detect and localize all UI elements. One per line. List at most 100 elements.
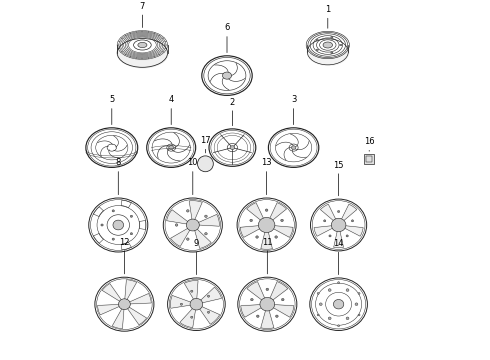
- Text: 2: 2: [230, 98, 235, 107]
- Ellipse shape: [204, 167, 206, 168]
- Ellipse shape: [187, 210, 189, 212]
- Polygon shape: [320, 204, 339, 225]
- Text: 10: 10: [188, 158, 198, 167]
- Polygon shape: [240, 225, 267, 237]
- Polygon shape: [268, 282, 288, 304]
- Polygon shape: [171, 228, 190, 246]
- Polygon shape: [247, 282, 268, 304]
- Ellipse shape: [175, 224, 178, 226]
- Ellipse shape: [316, 49, 318, 50]
- Polygon shape: [246, 203, 267, 225]
- Ellipse shape: [180, 303, 183, 305]
- Ellipse shape: [250, 219, 252, 222]
- Ellipse shape: [275, 236, 277, 238]
- Ellipse shape: [205, 233, 207, 235]
- Text: 7: 7: [140, 2, 145, 11]
- Ellipse shape: [130, 233, 133, 235]
- Polygon shape: [268, 304, 294, 317]
- Text: 14: 14: [333, 239, 344, 248]
- Text: 9: 9: [194, 239, 199, 248]
- Ellipse shape: [317, 314, 319, 316]
- Ellipse shape: [266, 288, 269, 291]
- Text: 1: 1: [325, 5, 330, 14]
- Ellipse shape: [191, 316, 193, 318]
- Ellipse shape: [331, 52, 333, 54]
- Ellipse shape: [204, 159, 206, 161]
- Ellipse shape: [316, 40, 318, 41]
- Polygon shape: [125, 280, 137, 300]
- Text: 6: 6: [224, 23, 230, 32]
- Text: 12: 12: [119, 238, 130, 247]
- Ellipse shape: [328, 289, 331, 291]
- Ellipse shape: [331, 36, 333, 38]
- Ellipse shape: [222, 72, 232, 79]
- Polygon shape: [180, 308, 196, 328]
- Ellipse shape: [338, 282, 340, 284]
- Text: 16: 16: [364, 137, 374, 146]
- Polygon shape: [98, 305, 120, 315]
- Polygon shape: [267, 203, 287, 225]
- Text: 15: 15: [333, 161, 344, 170]
- Ellipse shape: [323, 42, 333, 48]
- Polygon shape: [102, 284, 122, 301]
- Polygon shape: [167, 210, 188, 224]
- Ellipse shape: [201, 163, 202, 165]
- Polygon shape: [314, 225, 339, 236]
- Ellipse shape: [351, 220, 354, 222]
- Polygon shape: [267, 225, 293, 237]
- Polygon shape: [199, 306, 220, 324]
- Polygon shape: [334, 225, 343, 248]
- Text: 8: 8: [116, 158, 121, 167]
- Ellipse shape: [329, 235, 331, 237]
- Ellipse shape: [207, 311, 210, 313]
- Ellipse shape: [331, 218, 346, 232]
- Ellipse shape: [208, 163, 210, 165]
- Ellipse shape: [113, 220, 123, 230]
- Ellipse shape: [197, 156, 213, 172]
- Ellipse shape: [338, 211, 340, 212]
- Bar: [366, 156, 372, 162]
- Ellipse shape: [358, 293, 360, 294]
- Ellipse shape: [186, 219, 199, 231]
- Text: 17: 17: [200, 136, 211, 145]
- Ellipse shape: [250, 298, 253, 301]
- Ellipse shape: [323, 220, 326, 222]
- Polygon shape: [112, 309, 124, 329]
- Ellipse shape: [230, 146, 235, 149]
- Polygon shape: [339, 225, 363, 236]
- Ellipse shape: [340, 44, 342, 46]
- Ellipse shape: [317, 293, 319, 294]
- Polygon shape: [129, 293, 151, 304]
- Ellipse shape: [328, 317, 331, 320]
- Polygon shape: [198, 215, 220, 226]
- Ellipse shape: [355, 303, 358, 306]
- Ellipse shape: [187, 238, 189, 240]
- Ellipse shape: [205, 215, 207, 217]
- Ellipse shape: [112, 210, 115, 212]
- Polygon shape: [200, 287, 221, 303]
- Ellipse shape: [207, 295, 210, 297]
- Ellipse shape: [190, 298, 203, 310]
- Ellipse shape: [260, 297, 275, 311]
- Ellipse shape: [112, 238, 115, 240]
- Polygon shape: [261, 225, 272, 249]
- Ellipse shape: [281, 298, 284, 301]
- Ellipse shape: [101, 224, 103, 226]
- Ellipse shape: [275, 315, 278, 318]
- Ellipse shape: [256, 236, 258, 238]
- Ellipse shape: [191, 290, 193, 292]
- Polygon shape: [189, 201, 202, 220]
- Ellipse shape: [346, 317, 349, 320]
- Ellipse shape: [281, 219, 283, 222]
- Text: 5: 5: [109, 95, 115, 104]
- Polygon shape: [241, 304, 268, 317]
- Ellipse shape: [333, 300, 344, 309]
- Ellipse shape: [130, 215, 133, 217]
- Polygon shape: [339, 204, 357, 225]
- Text: 4: 4: [169, 95, 174, 104]
- Ellipse shape: [169, 146, 173, 150]
- Ellipse shape: [346, 289, 349, 291]
- Ellipse shape: [138, 42, 147, 48]
- Ellipse shape: [119, 299, 130, 310]
- Ellipse shape: [258, 217, 275, 233]
